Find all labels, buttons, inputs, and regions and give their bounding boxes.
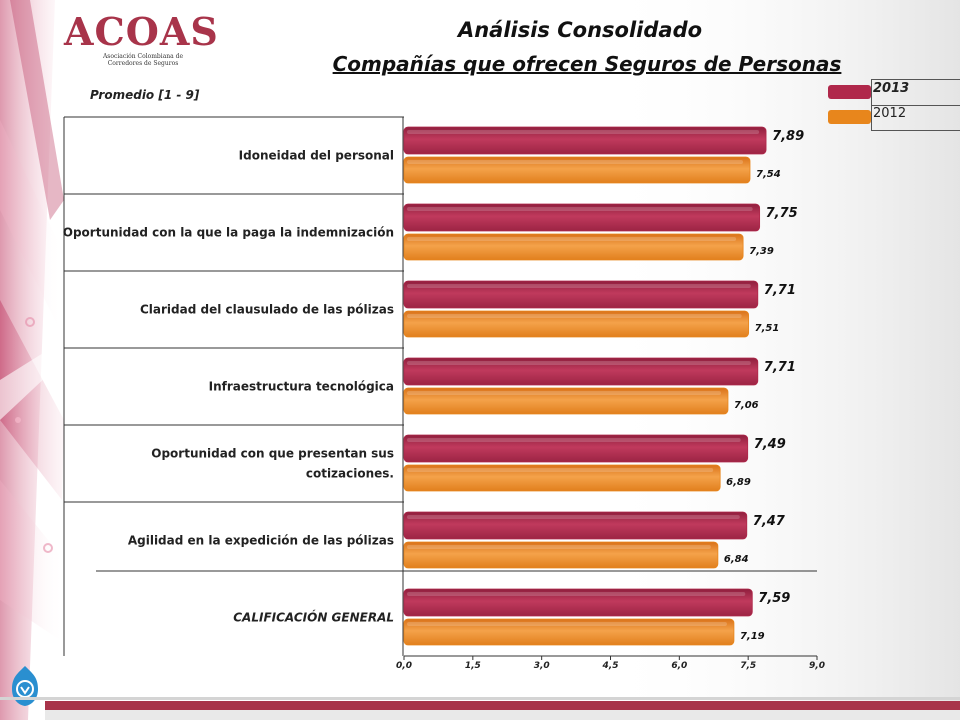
legend-label-2012: 2012 [873, 106, 907, 121]
data-label-2013: 7,49 [754, 437, 786, 452]
bar-2012 [403, 541, 719, 569]
data-label-2013: 7,59 [758, 591, 790, 606]
bar-2013 [403, 203, 761, 232]
x-tick-label: 7,5 [740, 661, 756, 671]
page-subtitle: Compañías que ofrecen Seguros de Persona… [332, 52, 842, 76]
bar-2012 [403, 387, 729, 415]
data-label-2013: 7,47 [753, 514, 786, 529]
bar-2013 [403, 434, 749, 463]
bar-highlight [407, 314, 742, 318]
data-label-2012: 7,51 [755, 323, 780, 334]
category-label: Agilidad en la expedición de las pólizas [128, 534, 394, 548]
chart-legend: 2013 2012 [828, 79, 960, 131]
data-label-2013: 7,71 [764, 360, 796, 375]
x-tick-label: 1,5 [465, 661, 481, 671]
data-label-2013: 7,71 [764, 283, 796, 298]
bar-2012 [403, 310, 750, 338]
category-label: CALIFICACIÓN GENERAL [233, 610, 394, 625]
category-label: Oportunidad con que presentan sus [151, 447, 394, 461]
bar-highlight [407, 284, 751, 288]
data-label-2012: 7,19 [740, 631, 765, 642]
bar-highlight [407, 237, 737, 241]
bar-highlight [407, 361, 751, 365]
bar-highlight [407, 545, 711, 549]
data-label-2012: 6,89 [726, 477, 751, 488]
legend-label-2013: 2013 [873, 81, 910, 96]
category-label: Idoneidad del personal [239, 149, 394, 163]
x-tick-label: 6,0 [671, 661, 687, 671]
footer-emblem-icon [12, 666, 38, 706]
x-tick-label: 9,0 [809, 661, 825, 671]
data-label-2012: 7,06 [734, 400, 759, 411]
x-tick-label: 0,0 [396, 661, 412, 671]
acoas-logo: ACOAS Asociación Colombiana de Corredore… [64, 8, 224, 70]
bar-highlight [407, 515, 740, 519]
page-title: Análisis Consolidado [457, 18, 703, 42]
bar-2013 [403, 280, 759, 309]
legend-swatch-2013 [828, 85, 871, 99]
bar-highlight [407, 207, 753, 211]
x-tick-label: 4,5 [602, 661, 619, 671]
legend-swatch-2012 [828, 110, 871, 124]
category-label: Claridad del clausulado de las pólizas [140, 303, 394, 317]
bar-2012 [403, 464, 721, 492]
scale-label: Promedio [1 - 9] [90, 88, 200, 102]
bar-highlight [407, 592, 746, 596]
bar-2013 [403, 126, 767, 155]
logo-subtitle: Asociación Colombiana de Corredores de S… [102, 53, 184, 67]
x-tick-label: 3,0 [534, 661, 550, 671]
category-label: Oportunidad con la que la paga la indemn… [63, 226, 394, 240]
legend-box [871, 79, 960, 131]
bar-2012 [403, 618, 735, 646]
category-label: Infraestructura tecnológica [209, 380, 394, 394]
category-label: cotizaciones. [306, 467, 394, 481]
bar-2012 [403, 156, 751, 184]
bar-highlight [407, 130, 760, 134]
data-label-2012: 6,84 [724, 554, 749, 565]
bar-2013 [403, 357, 759, 386]
bar-2012 [403, 233, 744, 261]
data-label-2012: 7,39 [749, 246, 774, 257]
data-label-2013: 7,89 [772, 129, 804, 144]
bar-2013 [403, 588, 753, 617]
bar-highlight [407, 468, 714, 472]
bar-highlight [407, 438, 741, 442]
bar-highlight [407, 391, 721, 395]
footer-band [0, 697, 960, 720]
bar-highlight [407, 160, 744, 164]
logo-text: ACOAS [64, 9, 219, 54]
data-label-2012: 7,54 [756, 169, 781, 180]
bar-highlight [407, 622, 727, 626]
bar-2013 [403, 511, 748, 540]
data-label-2013: 7,75 [766, 206, 798, 221]
